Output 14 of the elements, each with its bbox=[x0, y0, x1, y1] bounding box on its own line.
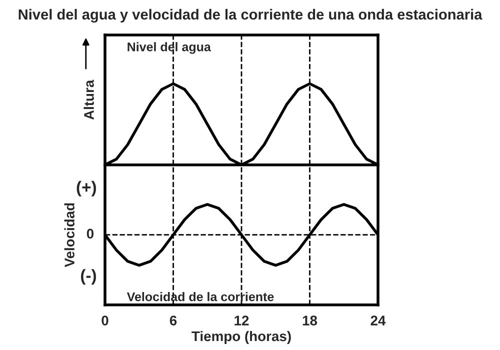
x-tick-label: 0 bbox=[102, 316, 108, 326]
y-axis-title: Altura bbox=[84, 80, 94, 120]
chart-title: Nivel del agua y velocidad de la corriente de una onda estacionaria bbox=[18, 8, 482, 23]
x-tick-label: 24 bbox=[370, 316, 386, 326]
ref-line-label: 0 bbox=[86, 228, 94, 239]
text: Nivel del agua bbox=[128, 42, 211, 54]
text: Velocidad de la corriente bbox=[126, 292, 274, 302]
x-tick-label: 6 bbox=[170, 316, 177, 326]
text: (-) bbox=[80, 269, 96, 285]
x-tick-label: 12 bbox=[234, 316, 249, 326]
x-axis-title: Tiempo (horas) bbox=[192, 330, 291, 344]
y-axis-title: Velocidad bbox=[64, 203, 74, 268]
x-tick-label: 18 bbox=[302, 316, 318, 326]
text: (+) bbox=[76, 180, 96, 196]
